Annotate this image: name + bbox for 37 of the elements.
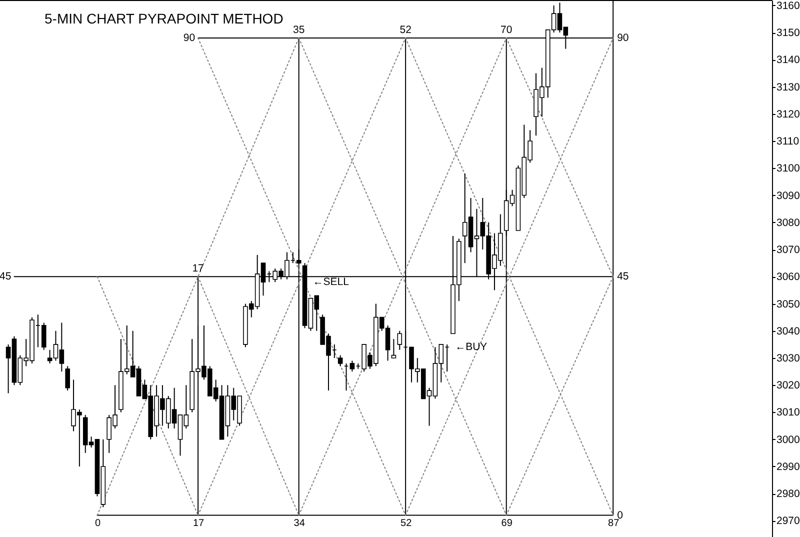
x-tick-label: 52: [400, 518, 412, 529]
y-tick-label: 3040: [776, 325, 800, 338]
y-tick-label: 2990: [776, 460, 800, 473]
annotation: 17: [192, 262, 204, 275]
x-tick-label: 0: [94, 518, 101, 529]
y-tick-label: 3020: [776, 380, 800, 392]
y-tick-label: 3150: [776, 27, 800, 40]
y-tick-label: 2980: [776, 488, 800, 500]
y-tick-label: 3110: [776, 136, 800, 148]
text: 5-MIN CHART PYRAPOINT METHOD: [44, 10, 284, 26]
annotation: 90: [617, 32, 629, 44]
y-tick-label: 3080: [776, 216, 800, 229]
annotation: ←BUY: [455, 341, 488, 354]
y-tick-label: 3000: [776, 434, 800, 446]
x-tick-label: 34: [294, 518, 306, 529]
y-tick-label: 3100: [776, 162, 800, 175]
y-tick-label: 3060: [776, 271, 800, 284]
annotation: 45: [0, 270, 12, 283]
annotation: 70: [500, 24, 512, 36]
annotation: 90: [183, 32, 196, 44]
y-tick-label: 3030: [776, 352, 800, 364]
annotation: 52: [400, 24, 412, 36]
y-tick-label: 2970: [776, 515, 800, 528]
y-tick-label: 3090: [776, 190, 800, 202]
y-tick-label: 3120: [776, 108, 800, 120]
annotation: 45: [617, 270, 629, 283]
y-tick-label: 3010: [776, 406, 800, 419]
y-tick-label: 3140: [776, 54, 800, 66]
y-tick-label: 3160: [776, 0, 800, 12]
y-tick-label: 3070: [776, 244, 800, 256]
x-tick-label: 87: [608, 518, 620, 529]
y-tick-label: 3050: [776, 298, 800, 310]
y-tick-label: 3130: [776, 81, 800, 94]
annotation: 35: [292, 24, 305, 36]
annotation: ←SELL: [312, 276, 350, 288]
x-tick-label: 17: [192, 518, 205, 529]
x-tick-label: 69: [501, 518, 513, 529]
